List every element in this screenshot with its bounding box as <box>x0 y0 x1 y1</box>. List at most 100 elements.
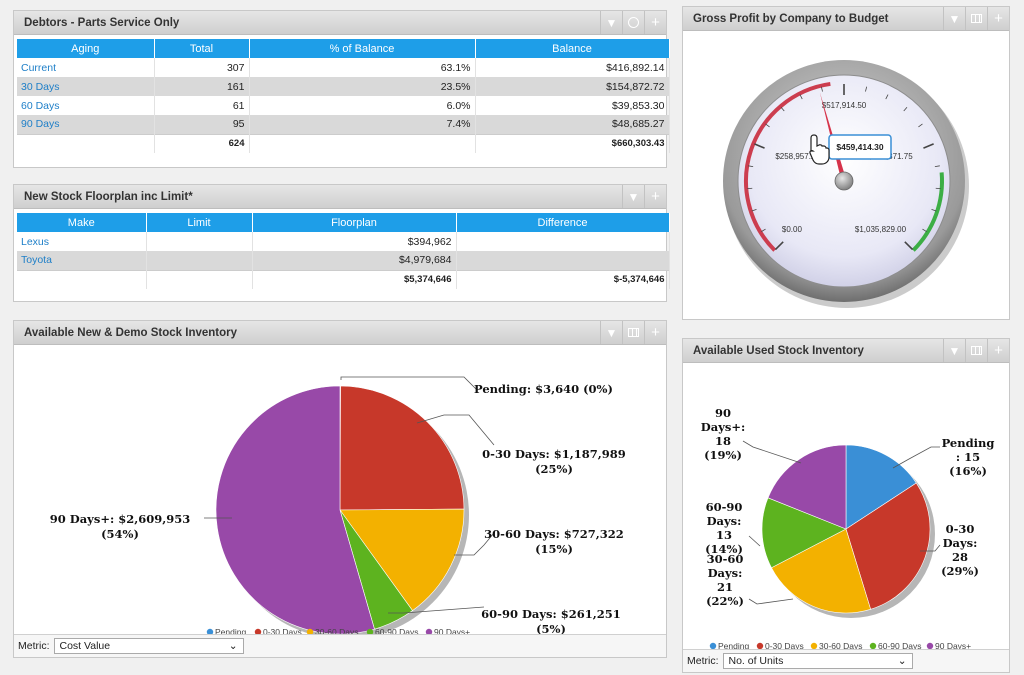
metric-select[interactable]: Cost Value ⌄ <box>53 638 244 654</box>
pie-label: 30-60 Days: $727,322 (15%) <box>484 527 624 556</box>
legend-dot <box>306 628 314 634</box>
pie-label: 30-60 Days: 21 (22%) <box>706 552 744 608</box>
column-header[interactable]: Difference <box>456 213 670 232</box>
metric-select[interactable]: No. of Units ⌄ <box>722 653 913 669</box>
gauge-tick <box>885 94 889 100</box>
cell-limit <box>146 232 253 251</box>
legend-item[interactable]: 0-30 Days <box>263 627 302 634</box>
grid-icon[interactable] <box>965 7 987 30</box>
legend-item[interactable]: 30-60 Days <box>819 641 862 651</box>
new-demo-pie-chart: Pending: $3,640 (0%) 0-30 Days: $1,187,98… <box>50 376 626 634</box>
hand-cursor-icon <box>809 134 830 165</box>
pie-slice[interactable] <box>761 497 847 569</box>
gauge-tick <box>903 106 908 112</box>
cell-pct: 7.4% <box>249 115 476 134</box>
column-header[interactable]: Floorplan <box>252 213 457 232</box>
add-icon[interactable]: + <box>987 339 1009 362</box>
cell-balance: $39,853.30 <box>475 96 670 115</box>
panel-title: Available Used Stock Inventory <box>693 344 864 357</box>
clock-icon[interactable] <box>622 11 644 34</box>
legend-dot <box>254 628 262 634</box>
pie-slice[interactable] <box>845 444 917 530</box>
pie-label-line: 13 <box>716 528 732 542</box>
table-row: 60 Days 61 6.0% $39,853.30 <box>17 96 670 115</box>
legend-item[interactable]: Pending <box>718 641 749 651</box>
add-icon[interactable]: + <box>644 321 666 344</box>
aging-link[interactable]: 30 Days <box>17 77 155 96</box>
pie-slice[interactable] <box>845 482 931 610</box>
gauge-tick-label: $0.00 <box>782 225 803 234</box>
pie-slice[interactable] <box>339 385 465 511</box>
cell-floorplan: $4,979,684 <box>252 251 457 270</box>
leader-line <box>892 446 940 469</box>
dropdown-icon[interactable]: ▼ <box>600 11 622 34</box>
leader-line <box>920 544 941 552</box>
gauge-tick <box>820 86 823 92</box>
cell-limit <box>146 251 253 270</box>
debtors-table: Aging Total % of Balance Balance Current… <box>17 39 670 153</box>
legend-item[interactable]: 90 Days+ <box>935 641 971 651</box>
leader-line <box>748 535 761 547</box>
grid-icon[interactable] <box>622 321 644 344</box>
floorplan-header: New Stock Floorplan inc Limit* ▼ + <box>14 185 666 209</box>
column-header[interactable]: Total <box>154 39 250 58</box>
pie-slice[interactable] <box>339 508 465 612</box>
column-header[interactable]: Limit <box>146 213 253 232</box>
column-header[interactable]: Make <box>17 213 147 232</box>
legend-item[interactable]: 30-60 Days <box>315 627 358 634</box>
gauge-tooltip: $459,414.30 <box>828 134 892 160</box>
pie-label: 60-90 Days: 13 (14%) <box>705 500 743 556</box>
dropdown-icon[interactable]: ▼ <box>943 7 965 30</box>
leader-line <box>388 606 485 614</box>
legend-dot <box>926 642 934 650</box>
legend-item[interactable]: 60-90 Days <box>878 641 921 651</box>
column-header[interactable]: Aging <box>17 39 155 58</box>
grid-icon[interactable] <box>965 339 987 362</box>
dropdown-icon[interactable]: ▼ <box>600 321 622 344</box>
leader-line <box>340 376 477 390</box>
metric-value: No. of Units <box>728 655 784 667</box>
pie-label-line: Pending <box>942 436 995 450</box>
dropdown-icon[interactable]: ▼ <box>622 185 644 208</box>
gauge-tick <box>799 94 803 100</box>
column-header[interactable]: % of Balance <box>249 39 476 58</box>
used-header: Available Used Stock Inventory ▼ + <box>683 339 1009 363</box>
total-floorplan: $5,374,646 <box>252 269 457 289</box>
totals-row: $5,374,646 $-5,374,646 <box>17 269 670 289</box>
pie-label-line: 60-90 Days: $261,251 <box>481 607 621 621</box>
debtors-panel: Debtors - Parts Service Only ▼ + Aging T… <box>13 10 670 168</box>
pie-label-line: Days: <box>943 536 978 550</box>
aging-link[interactable]: 60 Days <box>17 96 155 115</box>
gauge-tick <box>765 123 770 128</box>
gross-profit-panel: Gross Profit by Company to Budget ▼ + $0… <box>682 6 1010 320</box>
legend-item[interactable]: 60-90 Days <box>375 627 418 634</box>
pie-label-line: 30-60 Days: $727,322 <box>484 527 624 541</box>
make-link[interactable]: Toyota <box>17 251 147 270</box>
add-icon[interactable]: + <box>644 185 666 208</box>
gauge-tick-label: $517,914.50 <box>822 101 867 110</box>
add-icon[interactable]: + <box>644 11 666 34</box>
make-link[interactable]: Lexus <box>17 232 147 251</box>
used-panel: Available Used Stock Inventory ▼ + Pendi… <box>682 338 1010 673</box>
column-header[interactable]: Balance <box>475 39 670 58</box>
add-icon[interactable]: + <box>987 7 1009 30</box>
pie-label-line: (16%) <box>949 464 987 478</box>
pie-slice[interactable] <box>771 528 872 614</box>
dropdown-icon[interactable]: ▼ <box>943 339 965 362</box>
legend-item[interactable]: Pending <box>215 627 246 634</box>
aging-link[interactable]: 90 Days <box>17 115 155 134</box>
gauge-tooltip-value: $459,414.30 <box>836 142 884 152</box>
legend-item[interactable]: 90 Days+ <box>434 627 470 634</box>
legend-dot <box>425 628 433 634</box>
gross-profit-header: Gross Profit by Company to Budget ▼ + <box>683 7 1009 31</box>
pie-label-line: Days: <box>707 514 742 528</box>
legend-item[interactable]: 0-30 Days <box>765 641 804 651</box>
cell-total: 61 <box>154 96 250 115</box>
pie-slice[interactable] <box>767 444 847 530</box>
legend-dot <box>756 642 764 650</box>
pie-label: 0-30 Days: 28 (29%) <box>941 522 979 578</box>
aging-link[interactable]: Current <box>17 58 155 77</box>
pie-slice[interactable] <box>215 385 375 634</box>
table-row: Lexus $394,962 <box>17 232 670 251</box>
panel-title: Debtors - Parts Service Only <box>24 16 180 29</box>
